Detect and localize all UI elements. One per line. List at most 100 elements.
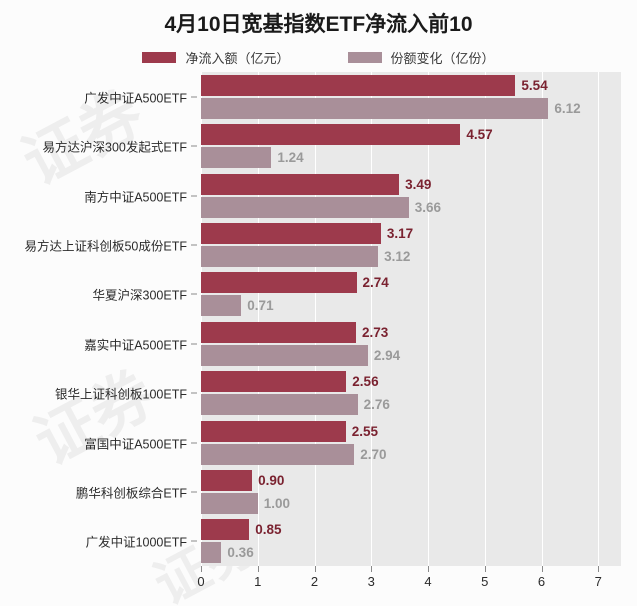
y-axis-label: 富国中证A500ETF bbox=[84, 437, 187, 451]
x-axis-tick-label: 0 bbox=[197, 574, 205, 589]
bar-group: 3.49 3.66 bbox=[201, 173, 621, 218]
x-axis: 0 1 2 3 4 5 6 7 bbox=[197, 566, 621, 606]
bar-share-change bbox=[201, 394, 358, 416]
bar-value-label: 0.90 bbox=[258, 472, 285, 488]
x-axis-tick bbox=[541, 566, 543, 572]
legend-swatch-net-inflow bbox=[142, 52, 177, 63]
x-axis-tick bbox=[598, 566, 600, 572]
bar-value-label: 2.56 bbox=[352, 374, 379, 390]
bar-value-label: 3.66 bbox=[414, 199, 441, 215]
bar-share-change bbox=[201, 443, 355, 465]
chart-title: 4月10日宽基指数ETF净流入前10 bbox=[164, 13, 473, 36]
y-axis-label: 易方达沪深300发起式ETF bbox=[42, 140, 187, 155]
bar-share-change bbox=[201, 245, 379, 267]
y-axis-label: 广发中证A500ETF bbox=[84, 91, 187, 106]
y-axis-tick bbox=[191, 96, 197, 98]
legend-item-net-inflow: 净流入额（亿元） bbox=[142, 48, 290, 67]
bar-value-label: 5.54 bbox=[521, 77, 548, 93]
bar-net-inflow bbox=[201, 124, 461, 146]
bar-net-inflow bbox=[201, 222, 381, 244]
y-axis-tick bbox=[191, 442, 197, 443]
y-axis-label: 广发中证1000ETF bbox=[85, 535, 187, 550]
legend-item-share-change: 份额变化（亿份） bbox=[347, 48, 495, 67]
gridline bbox=[598, 72, 600, 566]
bar-value-label: 6.12 bbox=[554, 100, 581, 116]
legend-label-share-change: 份额变化（亿份） bbox=[390, 51, 495, 66]
bar-value-label: 1.00 bbox=[263, 495, 291, 511]
bar-value-label: 2.55 bbox=[351, 423, 378, 439]
y-axis-tick bbox=[191, 293, 197, 295]
x-axis-tick bbox=[201, 566, 202, 572]
bar-share-change bbox=[201, 344, 368, 366]
legend-swatch-share-change bbox=[347, 52, 382, 63]
bar-share-change bbox=[201, 492, 258, 514]
chart-legend: 净流入额（亿元） 份额变化（亿份） bbox=[0, 48, 637, 67]
y-axis-tick bbox=[191, 195, 197, 196]
y-axis: 广发中证A500ETF 易方达沪深300发起式ETF 南方中证A500ETF 易方达上… bbox=[0, 72, 201, 566]
x-axis-tick bbox=[257, 566, 259, 572]
y-axis-tick bbox=[191, 244, 197, 246]
y-axis-label: 华夏沪深300ETF bbox=[92, 288, 187, 303]
bar-group: 4.57 1.24 bbox=[201, 124, 621, 169]
y-axis-label: 南方中证A500ETF bbox=[84, 190, 187, 204]
x-axis-tick-label: 6 bbox=[537, 574, 546, 589]
bar-value-label: 3.12 bbox=[384, 248, 411, 264]
gridline bbox=[201, 72, 202, 566]
y-axis-label: 鹏华科创板综合ETF bbox=[75, 486, 187, 501]
bar-net-inflow bbox=[201, 74, 516, 96]
y-axis-label: 嘉实中证A500ETF bbox=[84, 338, 187, 353]
bar-rows: 5.54 6.12 4.57 1.24 3.49 3.66 3.17 3.12 2.74 0.71… bbox=[201, 72, 621, 566]
bar-group: 2.74 0.71 bbox=[201, 272, 621, 317]
x-axis-tick-label: 4 bbox=[424, 574, 432, 589]
legend-label-net-inflow: 净流入额（亿元） bbox=[185, 51, 290, 66]
y-axis-tick bbox=[191, 392, 197, 394]
gridline bbox=[314, 72, 316, 566]
x-axis-tick-label: 7 bbox=[594, 574, 602, 589]
bar-value-label: 3.49 bbox=[405, 176, 432, 192]
bar-net-inflow bbox=[201, 519, 250, 541]
bar-group: 2.73 2.94 bbox=[201, 321, 621, 366]
bar-net-inflow bbox=[201, 420, 346, 442]
gridline bbox=[541, 72, 543, 566]
bar-value-label: 2.70 bbox=[360, 446, 387, 462]
bar-share-change bbox=[201, 97, 549, 119]
y-axis-tick bbox=[191, 343, 197, 345]
bar-group: 3.17 3.12 bbox=[201, 222, 621, 267]
gridline bbox=[484, 72, 486, 566]
bar-share-change bbox=[201, 295, 242, 317]
x-axis-tick-label: 5 bbox=[481, 574, 489, 589]
x-axis-tick bbox=[314, 566, 316, 572]
bar-group: 2.56 2.76 bbox=[201, 371, 621, 416]
bar-group: 0.85 0.36 bbox=[201, 519, 621, 564]
x-axis-tick-label: 1 bbox=[254, 574, 262, 589]
bar-value-label: 2.74 bbox=[362, 275, 389, 291]
bar-group: 0.90 1.00 bbox=[201, 469, 621, 514]
bar-value-label: 2.76 bbox=[363, 397, 390, 413]
bar-value-label: 2.73 bbox=[361, 324, 389, 340]
bar-net-inflow bbox=[201, 469, 253, 491]
bar-value-label: 4.57 bbox=[466, 127, 493, 143]
bar-value-label: 1.24 bbox=[277, 150, 304, 166]
x-axis-tick bbox=[371, 566, 373, 572]
x-axis-tick-label: 2 bbox=[310, 574, 319, 589]
y-axis-label: 易方达上证科创板50成份ETF bbox=[24, 239, 187, 254]
bar-share-change bbox=[201, 196, 409, 218]
x-axis-tick bbox=[428, 566, 430, 572]
bar-value-label: 0.36 bbox=[227, 545, 254, 561]
gridline bbox=[371, 72, 373, 566]
bar-group: 5.54 6.12 bbox=[201, 74, 621, 119]
bar-value-label: 0.71 bbox=[247, 298, 274, 314]
gridline bbox=[428, 72, 430, 566]
bar-share-change bbox=[201, 147, 272, 169]
y-axis-tick bbox=[191, 540, 197, 542]
y-axis-label: 银华上证科创板100ETF bbox=[55, 387, 187, 402]
bar-value-label: 3.17 bbox=[386, 225, 414, 241]
bar-net-inflow bbox=[201, 321, 356, 343]
bar-share-change bbox=[201, 542, 222, 564]
bar-net-inflow bbox=[201, 371, 347, 393]
y-axis-tick bbox=[191, 491, 197, 493]
y-axis-tick bbox=[191, 145, 197, 147]
plot-area: 5.54 6.12 4.57 1.24 3.49 3.66 3.17 3.12 2.74 0.71… bbox=[201, 72, 621, 566]
bar-net-inflow bbox=[201, 173, 400, 195]
